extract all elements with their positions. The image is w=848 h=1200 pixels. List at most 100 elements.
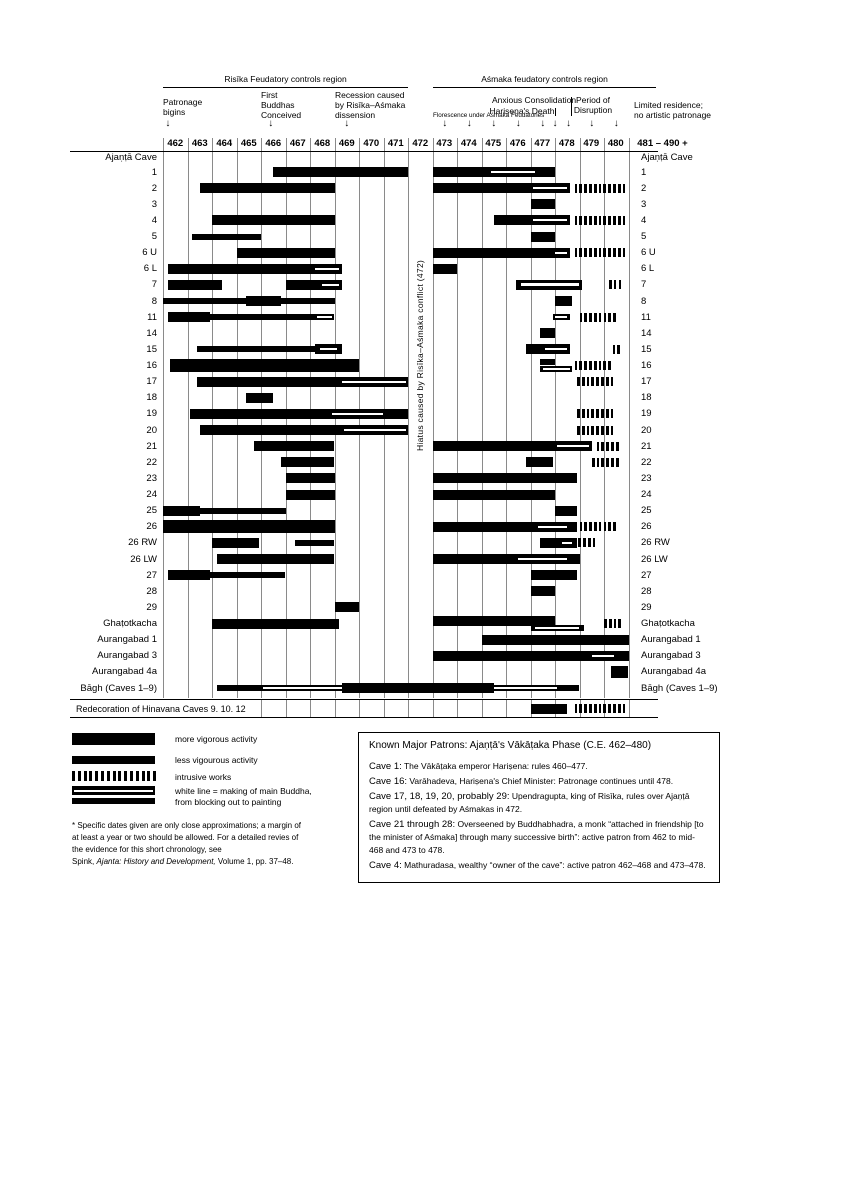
grid-line bbox=[628, 700, 630, 717]
cave-label-right: 16 bbox=[641, 360, 652, 371]
down-arrow-icon: ↓ bbox=[565, 118, 571, 129]
intrusive-tick bbox=[598, 704, 602, 713]
intrusive-tick bbox=[589, 183, 592, 193]
intrusive-tick bbox=[605, 425, 609, 435]
cave-label-right: 14 bbox=[641, 327, 652, 339]
intrusive-tick bbox=[610, 409, 614, 419]
cave-label-left: 11 bbox=[147, 311, 157, 323]
intrusive-tick bbox=[603, 312, 607, 322]
intrusive-tick bbox=[608, 619, 612, 628]
activity-bar bbox=[170, 359, 359, 372]
activity-bar bbox=[199, 507, 286, 514]
patron-entry-text: The Vākāṭaka emperor Hariṣena: rules 460… bbox=[401, 761, 588, 771]
buddha-white-line bbox=[518, 558, 568, 560]
buddha-white-line bbox=[344, 429, 406, 431]
activity-bar bbox=[611, 671, 629, 678]
hiatus-label: Hiatus caused by Risīka–Aśmaka conflict … bbox=[415, 259, 425, 451]
cave-label-left: 15 bbox=[146, 343, 157, 355]
activity-bar bbox=[432, 554, 580, 564]
intrusive-tick bbox=[610, 425, 614, 435]
intrusive-tick bbox=[605, 409, 609, 419]
activity-bar bbox=[530, 570, 578, 581]
activity-bar bbox=[432, 489, 555, 500]
intrusive-tick bbox=[601, 409, 604, 419]
down-arrow-icon: ↓ bbox=[589, 118, 595, 129]
intrusive-tick bbox=[598, 248, 602, 258]
buddha-white-line bbox=[562, 541, 573, 544]
intrusive-tick bbox=[591, 457, 595, 467]
cave-label-right: 6 L bbox=[641, 263, 655, 275]
intrusive-tick bbox=[598, 361, 602, 370]
activity-bar bbox=[209, 572, 286, 579]
cave-label-right: 25 bbox=[641, 505, 652, 517]
cave-label-left: 6 U bbox=[142, 247, 157, 259]
intrusive-tick bbox=[608, 215, 611, 225]
cave-label-left: 22 bbox=[146, 456, 157, 468]
activity-bar bbox=[555, 296, 573, 306]
intrusive-tick bbox=[579, 704, 583, 713]
activity-bar bbox=[525, 457, 553, 468]
down-arrow-icon: ↓ bbox=[268, 118, 274, 129]
buddha-white-line bbox=[537, 525, 568, 528]
footnote-line: Spink, Ajanta: History and Development, … bbox=[72, 857, 294, 866]
grid-line bbox=[555, 138, 556, 698]
cave-label-left: 17 bbox=[146, 376, 157, 388]
intrusive-tick bbox=[606, 457, 609, 467]
cave-label-right: 29 bbox=[641, 601, 652, 613]
year-label: 475 bbox=[485, 137, 502, 149]
legend-intrusive-tick bbox=[89, 771, 93, 781]
legend-label: white line = making of main Buddha, from… bbox=[175, 786, 312, 807]
patron-entry-text: Mathuradasa, wealthy “owner of the cave”… bbox=[401, 860, 706, 870]
legend-intrusive-tick bbox=[130, 771, 133, 781]
year-label: 463 bbox=[191, 137, 208, 149]
activity-bar bbox=[552, 314, 570, 321]
activity-bar bbox=[432, 521, 578, 532]
cave-label-right: 1 bbox=[641, 166, 647, 178]
cave-label-right: 8 bbox=[641, 295, 647, 307]
intrusive-tick bbox=[578, 538, 582, 548]
buddha-white-line bbox=[535, 626, 580, 629]
buddha-white-line bbox=[555, 251, 568, 254]
buddha-white-line bbox=[317, 316, 333, 319]
down-arrow-icon: ↓ bbox=[552, 118, 558, 129]
buddha-white-line bbox=[545, 348, 568, 351]
cave-label-left: 23 bbox=[146, 472, 157, 484]
intrusive-tick bbox=[587, 538, 591, 548]
legend-intrusive-tick bbox=[135, 771, 139, 781]
activity-bar bbox=[432, 183, 570, 194]
intrusive-tick bbox=[591, 377, 595, 387]
intrusive-tick bbox=[608, 522, 612, 532]
cave-label-left: 27 bbox=[146, 569, 157, 581]
intrusive-tick bbox=[610, 377, 614, 387]
cave-label-right: 20 bbox=[641, 424, 652, 436]
cave-label-left: 4 bbox=[151, 214, 157, 226]
annotation-florescence: Florescence under Aśmaka Feudatories bbox=[433, 112, 545, 119]
intrusive-tick bbox=[584, 704, 587, 713]
intrusive-tick bbox=[574, 248, 578, 258]
cave-label-right: 2 bbox=[641, 182, 647, 194]
activity-bar bbox=[530, 231, 555, 242]
grid-line bbox=[530, 138, 532, 698]
cave-label-right: 28 bbox=[641, 585, 652, 597]
activity-bar bbox=[611, 665, 629, 672]
activity-bar bbox=[216, 685, 261, 691]
intrusive-tick bbox=[613, 280, 617, 290]
activity-bar bbox=[530, 199, 555, 210]
legend-intrusive-tick bbox=[118, 771, 122, 781]
intrusive-tick bbox=[589, 522, 592, 532]
activity-bar bbox=[432, 263, 457, 274]
annotation-first-buddhas: First Buddhas Conceived bbox=[261, 90, 302, 120]
year-label: 466 bbox=[265, 137, 282, 149]
legend-intrusive-tick bbox=[101, 771, 104, 781]
patron-entry-text: Varāhadeva, Hariṣena's Chief Minister: P… bbox=[407, 776, 674, 786]
activity-bar bbox=[540, 537, 578, 548]
intrusive-tick bbox=[608, 312, 612, 322]
intrusive-tick bbox=[584, 522, 588, 532]
intrusive-tick bbox=[577, 377, 580, 387]
intrusive-tick bbox=[579, 312, 583, 322]
footnote: * Specific dates given are only close ap… bbox=[72, 820, 382, 868]
legend-intrusive-tick bbox=[124, 771, 128, 781]
legend-intrusive-tick bbox=[153, 771, 157, 781]
activity-bar bbox=[285, 279, 342, 290]
